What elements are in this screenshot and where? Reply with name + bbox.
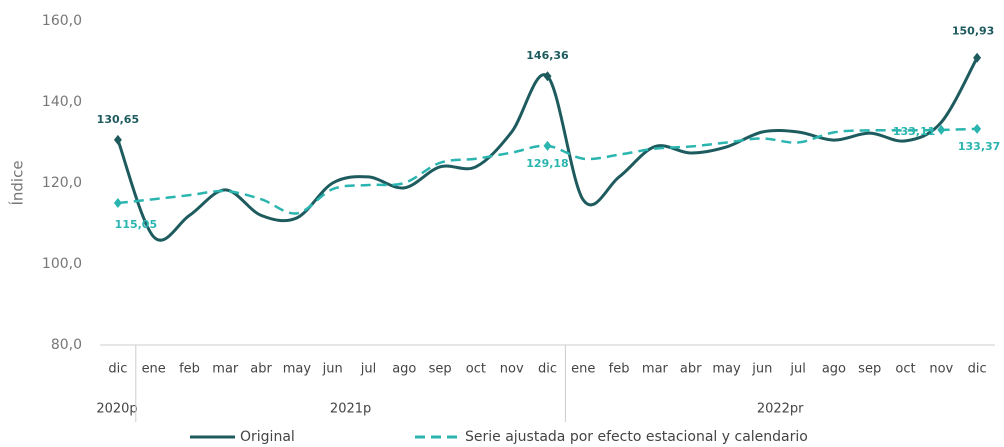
group-label: 2021p <box>330 402 371 417</box>
x-tick-label: feb <box>609 362 630 377</box>
data-label: 133,37 <box>958 140 1000 153</box>
x-tick-label: oct <box>895 362 915 377</box>
y-axis-label: Índice <box>8 160 27 205</box>
x-tick-label: dic <box>538 362 557 377</box>
x-tick-label: jun <box>322 362 343 377</box>
x-tick-label: dic <box>968 362 987 377</box>
x-tick-label: may <box>283 362 312 377</box>
legend-label: Serie ajustada por efecto estacional y c… <box>465 429 808 445</box>
x-tick-label: ago <box>822 362 846 377</box>
x-tick-label: nov <box>500 362 524 377</box>
data-label: 146,36 <box>526 49 569 62</box>
x-tick-label: ago <box>392 362 416 377</box>
group-label: 2020p <box>96 402 137 417</box>
x-tick-label: mar <box>642 362 669 377</box>
x-tick-label: ene <box>142 362 166 377</box>
point-marker <box>113 134 122 145</box>
point-marker <box>113 198 122 209</box>
y-tick-label: 100,0 <box>42 256 82 272</box>
point-marker <box>543 140 552 151</box>
point-marker <box>543 71 552 82</box>
data-label: 129,18 <box>526 157 568 170</box>
point-marker <box>973 123 982 134</box>
x-tick-label: may <box>712 362 741 377</box>
x-tick-label: feb <box>179 362 200 377</box>
y-tick-label: 80,0 <box>51 337 82 353</box>
point-marker <box>973 52 982 63</box>
point-marker <box>937 124 946 135</box>
y-tick-label: 140,0 <box>42 94 82 110</box>
x-tick-label: jun <box>751 362 772 377</box>
legend-label: Original <box>240 429 295 445</box>
group-label: 2022pr <box>757 402 804 417</box>
data-label: 115,05 <box>115 218 157 231</box>
x-tick-label: oct <box>466 362 486 377</box>
x-tick-label: jul <box>360 362 376 377</box>
x-tick-label: mar <box>212 362 239 377</box>
x-tick-label: abr <box>250 362 272 377</box>
y-tick-label: 120,0 <box>42 175 82 191</box>
x-tick-label: abr <box>680 362 702 377</box>
data-label: 130,65 <box>97 113 139 126</box>
x-tick-label: sep <box>429 362 452 377</box>
data-label: 150,93 <box>952 25 994 38</box>
y-tick-label: 160,0 <box>42 13 82 29</box>
x-tick-label: jul <box>789 362 805 377</box>
data-label: 133,11 <box>893 125 935 138</box>
x-tick-label: sep <box>858 362 881 377</box>
x-tick-label: nov <box>929 362 953 377</box>
x-tick-label: dic <box>108 362 127 377</box>
x-tick-label: ene <box>571 362 595 377</box>
